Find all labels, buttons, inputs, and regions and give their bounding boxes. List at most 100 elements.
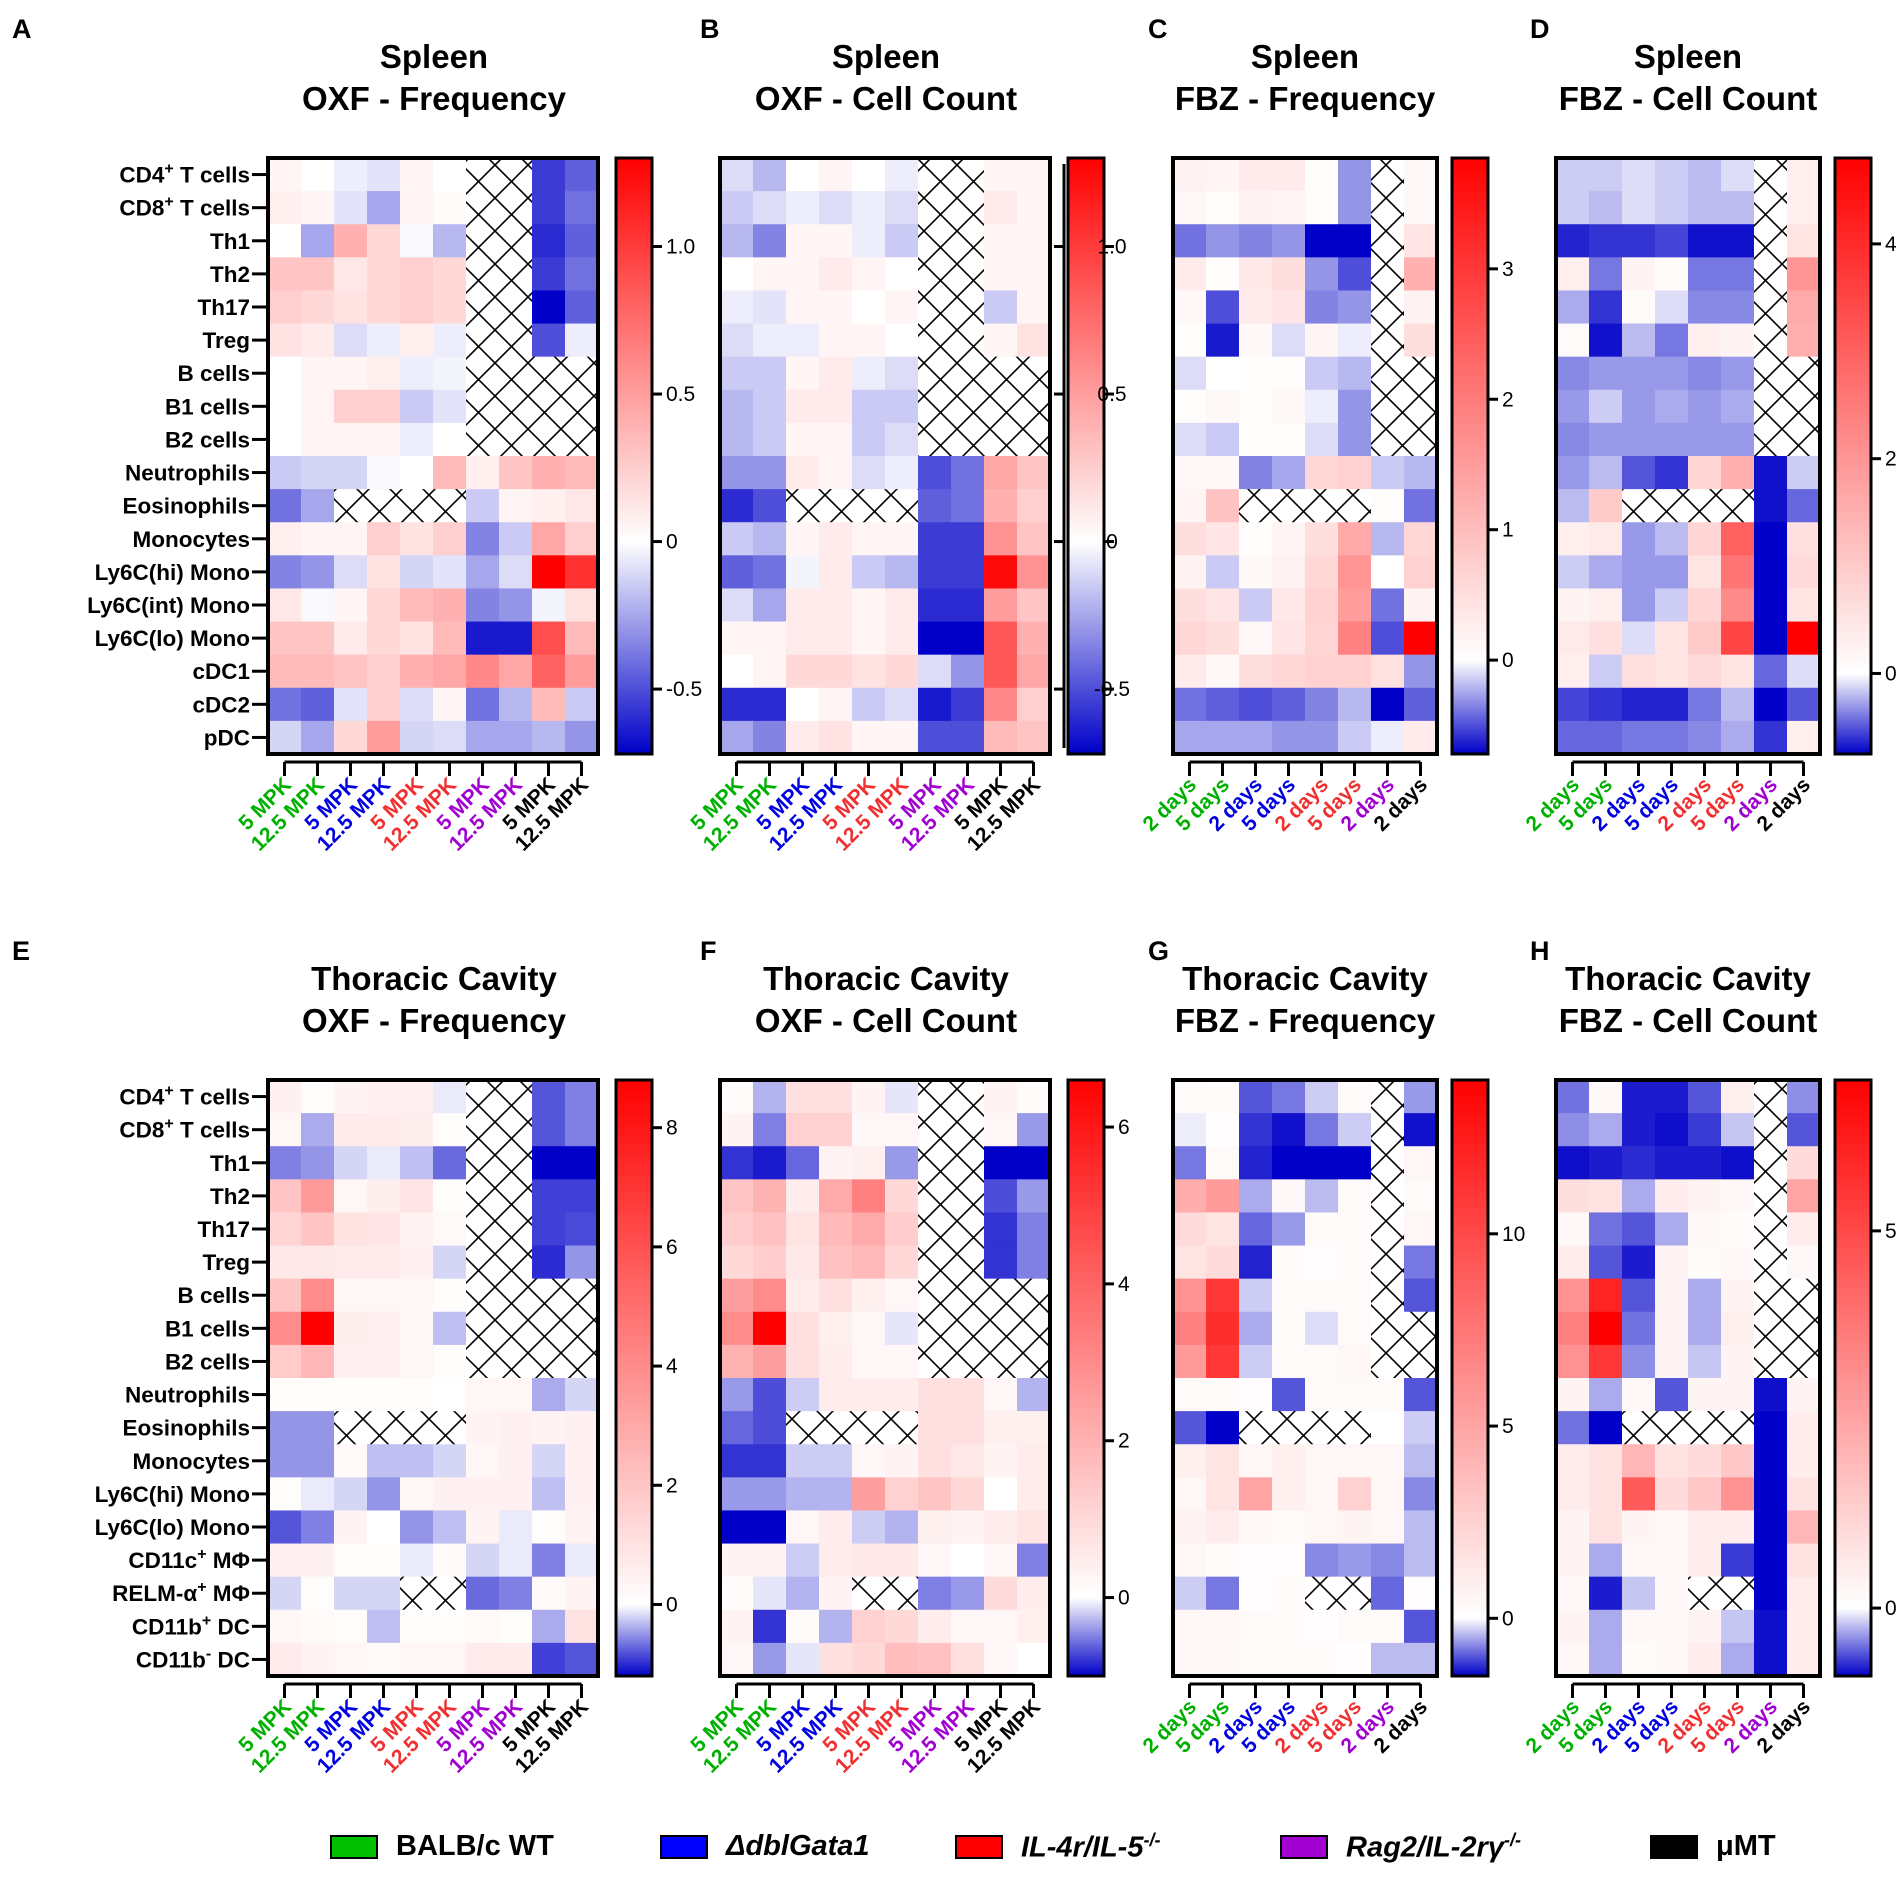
heatmap-cell <box>1017 456 1051 490</box>
masked-cell <box>334 1411 368 1445</box>
heatmap-cell <box>1239 1278 1273 1313</box>
heatmap-cell <box>984 1245 1018 1280</box>
heatmap-cell <box>334 555 368 589</box>
heatmap-cell <box>819 1311 853 1346</box>
heatmap-cell <box>720 489 754 523</box>
heatmap-cell <box>1272 621 1306 656</box>
heatmap-cell <box>268 158 302 192</box>
heatmap-cell <box>268 1378 302 1412</box>
heatmap-cell <box>885 1477 919 1511</box>
heatmap-cell <box>268 389 302 424</box>
heatmap-cell <box>400 1146 434 1180</box>
heatmap-cell <box>1589 356 1623 391</box>
masked-cell <box>951 191 985 225</box>
heatmap-cell <box>753 456 787 490</box>
panel-E: E Thoracic Cavity OXF - Frequency CD4+ T ce… <box>12 936 678 1778</box>
heatmap-cell <box>400 1477 434 1511</box>
masked-cell <box>532 1311 566 1346</box>
heatmap-cell <box>367 1510 401 1545</box>
heatmap-cell <box>786 1278 820 1313</box>
masked-cell <box>1371 1245 1405 1280</box>
row-label: CD8+ T cells <box>119 1116 250 1143</box>
masked-cell <box>1721 1576 1755 1611</box>
heatmap-cell <box>400 1609 434 1644</box>
heatmap-cell <box>720 720 754 755</box>
heatmap-cell <box>1017 588 1051 623</box>
heatmap-cell <box>532 720 566 755</box>
heatmap-cell <box>1206 1477 1240 1511</box>
heatmap-cell <box>1787 191 1821 225</box>
heatmap-cell <box>301 1477 335 1511</box>
heatmap-cell <box>334 720 368 755</box>
masked-cell <box>1754 323 1788 358</box>
heatmap-cell <box>400 1113 434 1147</box>
heatmap-cell <box>753 290 787 325</box>
heatmap-cell <box>984 1212 1018 1247</box>
heatmap-cell <box>1173 1146 1207 1180</box>
heatmap-cell <box>565 1609 599 1644</box>
heatmap-cell <box>1622 1113 1656 1147</box>
heatmap-cell <box>951 1609 985 1644</box>
row-label: CD11b- DC <box>136 1645 250 1672</box>
heatmap-cell <box>433 158 467 192</box>
heatmap-cell <box>885 654 919 689</box>
heatmap-cell <box>1556 456 1590 490</box>
heatmap-cell <box>951 555 985 589</box>
heatmap-cell <box>367 720 401 755</box>
heatmap-cell <box>1272 1444 1306 1478</box>
heatmap-cell <box>1688 356 1722 391</box>
heatmap-cell <box>1622 1278 1656 1313</box>
heatmap-cell <box>1239 522 1273 556</box>
heatmap-cell <box>1655 1510 1689 1545</box>
heatmap-cell <box>1404 1609 1438 1644</box>
heatmap-cell <box>1655 588 1689 623</box>
heatmap-cell <box>499 720 533 755</box>
heatmap-cell <box>951 588 985 623</box>
heatmap-cell <box>532 257 566 291</box>
heatmap-cell <box>1688 1642 1722 1677</box>
heatmap-cell <box>720 1411 754 1445</box>
heatmap-cell <box>885 720 919 755</box>
heatmap-cell <box>753 1179 787 1213</box>
heatmap-cell <box>885 555 919 589</box>
heatmap-cell <box>268 1444 302 1478</box>
colorbar: -0.5 0 0.5 1.0 <box>1066 156 1130 756</box>
heatmap-cell <box>786 654 820 689</box>
heatmap-cell <box>268 654 302 689</box>
heatmap-cell <box>786 621 820 656</box>
heatmap-cell <box>1622 1543 1656 1578</box>
heatmap-cell <box>1239 1311 1273 1346</box>
heatmap-cell <box>1404 1378 1438 1412</box>
heatmap-cell <box>918 687 952 722</box>
heatmap-cell <box>720 1378 754 1412</box>
heatmap-cell <box>1173 1609 1207 1644</box>
heatmap-cell <box>1272 422 1306 457</box>
heatmap-cell <box>1017 1080 1051 1114</box>
heatmap-cell <box>1556 158 1590 192</box>
masked-cell <box>951 1212 985 1247</box>
heatmap-cell <box>786 1146 820 1180</box>
masked-cell <box>951 1179 985 1213</box>
heatmap-cell <box>1754 720 1788 755</box>
heatmap-cell <box>334 654 368 689</box>
heatmap-cell <box>1556 290 1590 325</box>
heatmap-cell <box>720 522 754 556</box>
heatmap-cell <box>1787 1609 1821 1644</box>
heatmap-cell <box>1556 1576 1590 1611</box>
heatmap-cell <box>334 323 368 358</box>
colorbar-tick-label: 4 <box>1118 1273 1130 1296</box>
heatmap-cell <box>819 1278 853 1313</box>
heatmap-cell <box>1017 654 1051 689</box>
heatmap-cell <box>1688 522 1722 556</box>
heatmap-cell <box>532 1642 566 1677</box>
heatmap-cell <box>1017 1146 1051 1180</box>
heatmap-cell <box>753 1113 787 1147</box>
heatmap-cell <box>1721 1642 1755 1677</box>
heatmap-cell <box>268 555 302 589</box>
heatmap-cell <box>334 588 368 623</box>
heatmap-cell <box>1556 1510 1590 1545</box>
heatmap-cell <box>1338 720 1372 755</box>
heatmap-cell <box>532 1212 566 1247</box>
legend-swatch <box>1650 1834 1698 1859</box>
